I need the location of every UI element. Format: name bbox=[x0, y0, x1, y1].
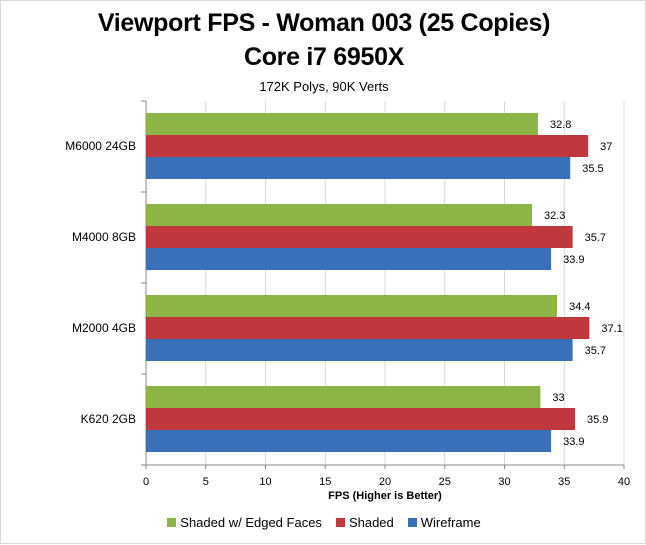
data-label: 37.1 bbox=[601, 323, 622, 335]
data-label: 32.3 bbox=[544, 210, 565, 222]
chart-title-line2: Core i7 6950X bbox=[243, 43, 405, 71]
data-label: 35.5 bbox=[582, 163, 603, 175]
x-tick-label: 30 bbox=[498, 476, 510, 488]
data-label: 32.8 bbox=[550, 119, 571, 131]
category-label: M2000 4GB bbox=[72, 321, 136, 335]
bar bbox=[146, 317, 590, 339]
x-tick-label: 40 bbox=[618, 476, 630, 488]
bar bbox=[146, 248, 552, 270]
legend-item: Wireframe bbox=[407, 515, 481, 530]
bar bbox=[146, 430, 552, 452]
legend-item: Shaded w/ Edged Faces bbox=[167, 515, 322, 530]
x-tick-label: 20 bbox=[379, 476, 391, 488]
data-label: 33.9 bbox=[563, 436, 584, 448]
legend-swatch bbox=[407, 518, 417, 527]
data-label: 33 bbox=[552, 392, 564, 404]
category-label: M6000 24GB bbox=[65, 139, 136, 153]
legend-label: Wireframe bbox=[420, 515, 481, 530]
x-tick-label: 25 bbox=[439, 476, 451, 488]
chart-subtitle: 172K Polys, 90K Verts bbox=[259, 79, 389, 94]
data-label: 35.7 bbox=[585, 232, 606, 244]
x-tick-label: 10 bbox=[259, 476, 271, 488]
bar bbox=[146, 135, 589, 157]
data-label: 35.9 bbox=[587, 414, 608, 426]
data-label: 33.9 bbox=[563, 254, 584, 266]
bar bbox=[146, 295, 558, 317]
data-label: 35.7 bbox=[585, 345, 606, 357]
bar bbox=[146, 386, 541, 408]
bar bbox=[146, 157, 571, 179]
bar bbox=[146, 339, 573, 361]
legend-swatch bbox=[335, 518, 345, 527]
bar bbox=[146, 204, 532, 226]
legend-item: Shaded bbox=[335, 515, 394, 530]
bar bbox=[146, 408, 576, 430]
bar bbox=[146, 113, 538, 135]
x-tick-label: 5 bbox=[203, 476, 209, 488]
legend-swatch bbox=[167, 518, 177, 527]
chart-title: Viewport FPS - Woman 003 (25 Copies) bbox=[97, 9, 551, 37]
legend-label: Shaded w/ Edged Faces bbox=[180, 515, 322, 530]
x-tick-label: 0 bbox=[143, 476, 149, 488]
x-axis-label: FPS (Higher is Better) bbox=[328, 490, 442, 502]
legend: Shaded w/ Edged Faces Shaded Wireframe bbox=[1, 515, 646, 530]
data-label: 37 bbox=[600, 141, 612, 153]
bar bbox=[146, 226, 573, 248]
category-label: K620 2GB bbox=[81, 412, 136, 426]
legend-label: Shaded bbox=[348, 515, 394, 530]
x-tick-label: 35 bbox=[558, 476, 570, 488]
category-label: M4000 8GB bbox=[72, 230, 136, 244]
data-label: 34.4 bbox=[569, 301, 590, 313]
x-tick-label: 15 bbox=[319, 476, 331, 488]
